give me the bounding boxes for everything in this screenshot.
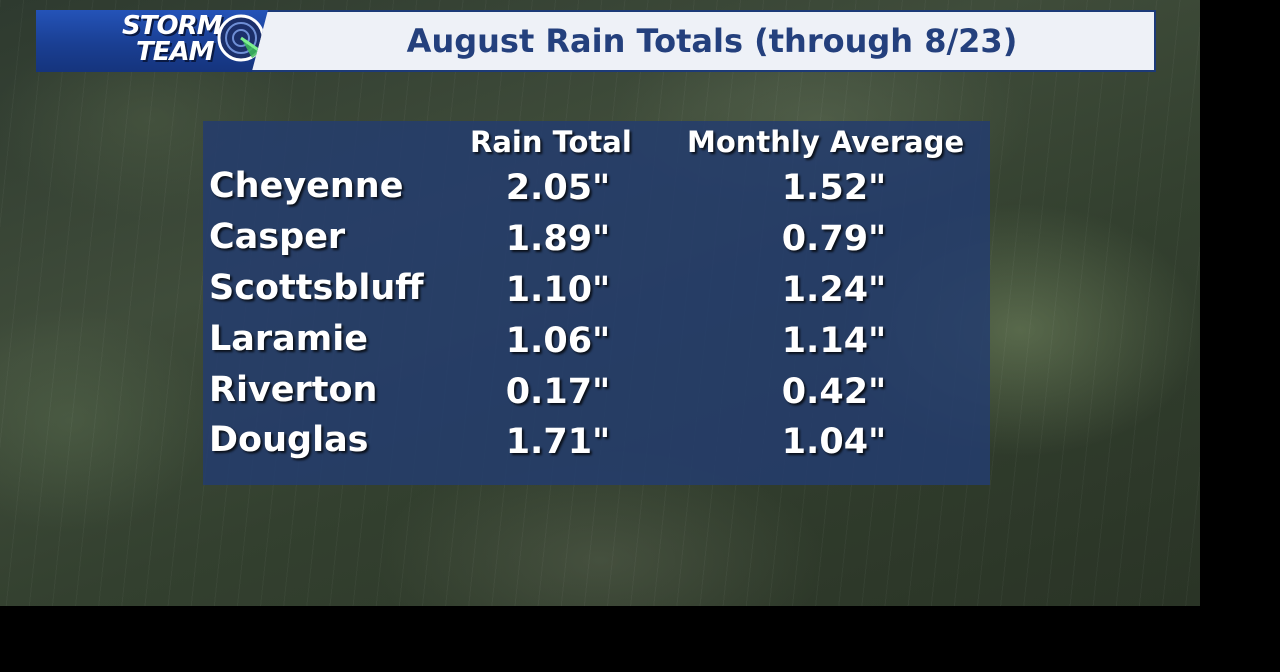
rain-total-value: 1.10" xyxy=(505,270,611,310)
monthly-average-value: 0.42" xyxy=(781,372,887,412)
page-title: August Rain Totals (through 8/23) xyxy=(406,22,1018,60)
column-header-monthly-average: Monthly Average xyxy=(687,125,965,159)
monthly-average-value: 1.14" xyxy=(781,321,887,361)
city-name: Laramie xyxy=(209,319,369,359)
city-name: Riverton xyxy=(209,370,378,410)
data-table-panel xyxy=(203,121,990,485)
radar-icon xyxy=(217,14,265,62)
monthly-average-value: 1.52" xyxy=(781,168,887,208)
monthly-average-value: 1.24" xyxy=(781,270,887,310)
column-header-rain-total: Rain Total xyxy=(470,125,632,159)
logo-text: STORM TEAM xyxy=(122,13,242,65)
city-name: Douglas xyxy=(209,420,369,460)
city-name: Scottsbluff xyxy=(209,268,424,308)
monthly-average-value: 0.79" xyxy=(781,219,887,259)
city-name: Cheyenne xyxy=(209,166,404,206)
logo-line-team: TEAM xyxy=(136,37,215,67)
rain-total-value: 0.17" xyxy=(505,372,611,412)
city-name: Casper xyxy=(209,217,346,257)
title-banner: STORM TEAM August Rain Totals (through 8… xyxy=(36,10,1156,72)
monthly-average-value: 1.04" xyxy=(781,422,887,462)
storm-team-logo: STORM TEAM xyxy=(36,10,268,72)
rain-total-value: 1.71" xyxy=(505,422,611,462)
rain-total-value: 2.05" xyxy=(505,168,611,208)
rain-total-value: 1.89" xyxy=(505,219,611,259)
rain-total-value: 1.06" xyxy=(505,321,611,361)
logo-line-storm: STORM xyxy=(122,11,222,41)
